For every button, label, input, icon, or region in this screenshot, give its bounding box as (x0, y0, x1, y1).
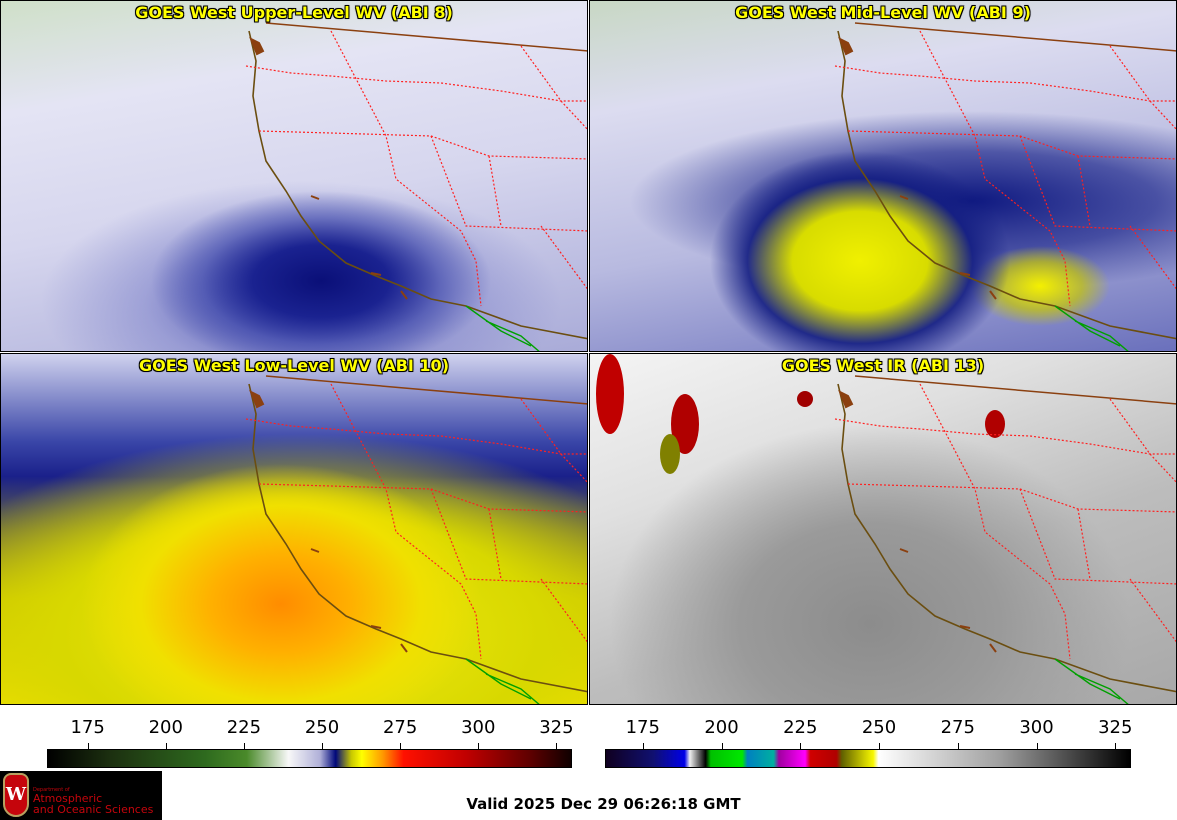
colorbar-tick-label: 275 (940, 717, 975, 738)
logo-dept: Department of (33, 787, 70, 793)
colorbar-tick-label: 325 (1098, 717, 1133, 738)
ir-colorbar (605, 749, 1131, 768)
map-overlay (245, 22, 587, 351)
colorbar-tick (1115, 743, 1117, 749)
logo-line3: and Oceanic Sciences (33, 803, 154, 816)
colorbar-tick (165, 743, 167, 749)
valid-time: Valid 2025 Dec 29 06:26:18 GMT (466, 795, 741, 813)
map-overlay (834, 22, 1176, 351)
panel-ir: GOES West IR (ABI 13) (589, 353, 1177, 705)
colorbar-tick (243, 743, 245, 749)
colorbar-tick-label: 250 (861, 717, 897, 738)
colorbar-tick-label: 200 (148, 717, 183, 738)
panel-mid-level-wv: GOES West Mid-Level WV (ABI 9) (589, 0, 1177, 352)
colorbar-tick-label: 275 (382, 717, 418, 738)
colorbar-tick-label: 175 (70, 717, 105, 738)
colorbar-tick (800, 743, 802, 749)
colorbar-tick (721, 743, 723, 749)
map-overlay (245, 375, 587, 704)
colorbar-tick-label: 300 (461, 717, 496, 738)
panel-title: GOES West Upper-Level WV (ABI 8) (135, 3, 453, 22)
colorbar-tick (879, 743, 881, 749)
panel-title: GOES West IR (ABI 13) (781, 356, 985, 375)
colorbar-tick-label: 225 (226, 717, 262, 738)
colorbar-tick (957, 743, 959, 749)
colorbar-tick (400, 743, 402, 749)
colorbar-tick (1036, 743, 1038, 749)
uw-crest-icon: W (3, 773, 29, 817)
colorbar-tick-label: 325 (539, 717, 574, 738)
panel-low-level-wv: GOES West Low-Level WV (ABI 10) (0, 353, 588, 705)
colorbar-tick-label: 300 (1019, 717, 1054, 738)
colorbar-tick-label: 225 (783, 717, 818, 738)
colorbar-tick (322, 743, 323, 749)
map-overlay (596, 354, 1176, 704)
wv-colorbar (47, 749, 572, 768)
panel-title: GOES West Mid-Level WV (ABI 9) (735, 3, 1031, 22)
colorbar-tick (478, 743, 480, 749)
colorbar-tick-label: 250 (304, 717, 340, 738)
aos-logo: W Department of Atmospheric and Oceanic … (0, 771, 162, 820)
colorbar-tick (556, 743, 558, 749)
colorbar-tick-label: 200 (704, 717, 739, 738)
logo-line2: Atmospheric (33, 792, 103, 805)
panel-title: GOES West Low-Level WV (ABI 10) (138, 356, 449, 375)
panel-upper-level-wv: GOES West Upper-Level WV (ABI 8) (0, 0, 588, 352)
colorbar-tick (642, 743, 644, 749)
colorbar-tick-label: 175 (625, 717, 660, 738)
colorbar-tick (87, 743, 89, 749)
